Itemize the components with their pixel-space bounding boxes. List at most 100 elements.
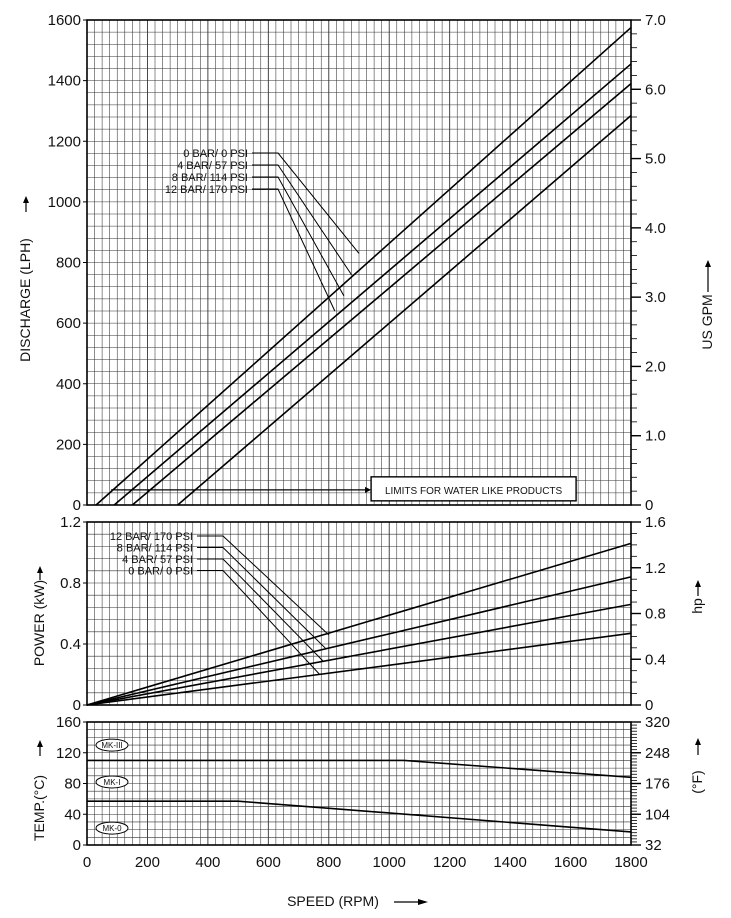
y2-tick-label: 1.0 bbox=[645, 428, 666, 445]
y-label-temp: TEMP.(°C) bbox=[31, 775, 47, 841]
y2-tick-label: 104 bbox=[645, 806, 670, 823]
limits-note-text: LIMITS FOR WATER LIKE PRODUCTS bbox=[385, 486, 563, 497]
y2-tick-label: 32 bbox=[645, 837, 662, 854]
legend-entry: 8 BAR/ 114 PSI bbox=[117, 543, 193, 555]
legend-entry: 0 BAR/ 0 PSI bbox=[183, 148, 248, 160]
legend-leader bbox=[252, 188, 336, 312]
y2-tick-label: 6.0 bbox=[645, 81, 666, 98]
series-line-temperature-mk-iii bbox=[87, 759, 632, 779]
y2-label-gpm: US GPM bbox=[699, 294, 715, 349]
legends: LIMITS FOR WATER LIKE PRODUCTS 0 BAR/ 0 P… bbox=[95, 148, 577, 835]
y-tick-label: 120 bbox=[56, 745, 81, 762]
y2-tick-label: 2.0 bbox=[645, 358, 666, 375]
legend-entry: 4 BAR/ 57 PSI bbox=[122, 554, 193, 566]
x-tick-label: 600 bbox=[256, 854, 281, 871]
x-tick-label: 800 bbox=[316, 854, 341, 871]
legend-leader bbox=[197, 547, 327, 649]
y2-tick-label: 1.6 bbox=[645, 514, 666, 531]
y-tick-label: 160 bbox=[56, 714, 81, 731]
legend-leader bbox=[252, 152, 360, 254]
x-tick-label: 1000 bbox=[373, 854, 406, 871]
y2-label-hp: hp bbox=[689, 598, 705, 614]
series-line-power-12-bar-170-psi bbox=[86, 542, 632, 706]
legend-entry: 0 BAR/ 0 PSI bbox=[128, 566, 193, 578]
y2-tick-label: 176 bbox=[645, 776, 670, 793]
y-tick-label: 1600 bbox=[48, 12, 81, 29]
x-tick-label: 1400 bbox=[493, 854, 526, 871]
y2-tick-label: 4.0 bbox=[645, 220, 666, 237]
y2-tick-label: 0 bbox=[645, 497, 653, 514]
y2-tick-label: 0 bbox=[645, 697, 653, 714]
y2-label-f: (°F) bbox=[689, 770, 705, 793]
legend-entry: 4 BAR/ 57 PSI bbox=[177, 160, 248, 172]
grid bbox=[86, 19, 632, 846]
series-line-power-4-bar-57-psi bbox=[86, 603, 632, 706]
y2-tick-label: 7.0 bbox=[645, 12, 666, 29]
y2-tick-label: 248 bbox=[645, 745, 670, 762]
y2-tick-label: 0.4 bbox=[645, 651, 666, 668]
series-line-discharge-12-bar-170-psi bbox=[177, 114, 632, 506]
mk-oval bbox=[95, 738, 129, 752]
mk-oval bbox=[95, 821, 129, 835]
legend-leader bbox=[197, 558, 324, 662]
limits-arrow-head bbox=[365, 486, 372, 493]
y-arrow-power-head bbox=[37, 566, 43, 573]
series-line-power-0-bar-0-psi bbox=[86, 632, 632, 706]
y2-arrow-f-head bbox=[695, 738, 701, 745]
legend-leader bbox=[197, 570, 321, 675]
y-tick-label: 1.2 bbox=[60, 514, 81, 531]
legend-leader bbox=[252, 176, 345, 297]
mk-oval bbox=[95, 775, 129, 789]
y-tick-label: 1200 bbox=[48, 133, 81, 150]
y-tick-label: 0 bbox=[73, 837, 81, 854]
y-tick-label: 0.4 bbox=[60, 636, 81, 653]
y-arrow-discharge-head bbox=[23, 196, 29, 203]
mk-label: MK-I bbox=[104, 778, 121, 787]
legend-leader bbox=[252, 164, 352, 275]
x-tick-label: 400 bbox=[195, 854, 220, 871]
axis-labels: DISCHARGE (LPH) POWER (kW) TEMP.(°C) US GPM… bbox=[17, 196, 715, 909]
series-line-temperature-mk-i bbox=[87, 800, 632, 833]
x-tick-label: 1600 bbox=[554, 854, 587, 871]
x-label-speed: SPEED (RPM) bbox=[287, 893, 379, 909]
y2-tick-label: 1.2 bbox=[645, 560, 666, 577]
series-line-discharge-8-bar-114-psi bbox=[131, 83, 632, 506]
y-tick-label: 80 bbox=[64, 776, 81, 793]
series-line-power-8-bar-114-psi bbox=[86, 576, 632, 706]
y-tick-label: 0.8 bbox=[60, 575, 81, 592]
y-tick-label: 800 bbox=[56, 255, 81, 272]
x-tick-label: 200 bbox=[135, 854, 160, 871]
y2-tick-label: 320 bbox=[645, 714, 670, 731]
y2-arrow-hp-head bbox=[695, 580, 701, 587]
y-tick-label: 1000 bbox=[48, 194, 81, 211]
mk-label: MK-0 bbox=[102, 824, 122, 833]
y2-arrow-gpm-head bbox=[705, 260, 711, 267]
y-tick-label: 1400 bbox=[48, 73, 81, 90]
x-arrow-head bbox=[418, 899, 428, 905]
x-tick-label: 1200 bbox=[433, 854, 466, 871]
series-lines bbox=[86, 26, 632, 833]
x-tick-label: 0 bbox=[83, 854, 91, 871]
limits-note-box bbox=[370, 476, 577, 502]
y-arrow-temp-head bbox=[37, 740, 43, 747]
legend-entry: 12 BAR/ 170 PSI bbox=[110, 531, 193, 543]
y2-tick-label: 3.0 bbox=[645, 289, 666, 306]
mk-label: MK-III bbox=[101, 741, 122, 750]
legend-entry: 8 BAR/ 114 PSI bbox=[172, 172, 248, 184]
y-tick-label: 0 bbox=[73, 497, 81, 514]
y-label-discharge: DISCHARGE (LPH) bbox=[17, 238, 33, 362]
y2-tick-label: 0.8 bbox=[645, 606, 666, 623]
y2-tick-label: 5.0 bbox=[645, 151, 666, 168]
legend-entry: 12 BAR/ 170 PSI bbox=[165, 184, 248, 196]
y-tick-label: 200 bbox=[56, 436, 81, 453]
legend-leader bbox=[197, 535, 330, 636]
y-tick-label: 600 bbox=[56, 315, 81, 332]
x-tick-label: 1800 bbox=[614, 854, 647, 871]
tick-labels: 0200400600800100012001400160000.40.81.20… bbox=[48, 12, 670, 871]
y-tick-label: 400 bbox=[56, 376, 81, 393]
y-label-power: POWER (kW) bbox=[31, 580, 47, 666]
series-line-discharge-4-bar-57-psi bbox=[113, 63, 632, 506]
y-tick-label: 40 bbox=[64, 806, 81, 823]
series-line-discharge-0-bar-0-psi bbox=[95, 26, 632, 506]
